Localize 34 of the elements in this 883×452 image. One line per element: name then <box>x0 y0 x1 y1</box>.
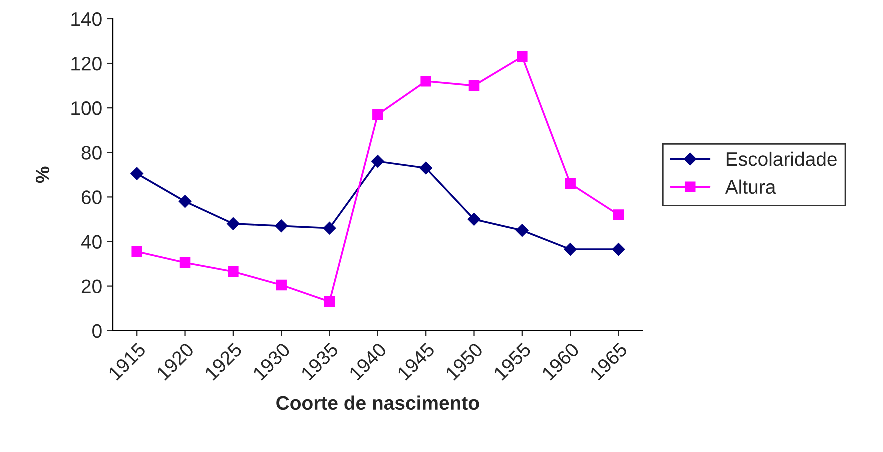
point <box>468 80 480 92</box>
point <box>517 51 528 62</box>
y-tick-label: 80 <box>82 146 102 160</box>
point <box>323 222 336 235</box>
point <box>130 167 144 180</box>
point <box>178 195 192 208</box>
point <box>324 296 336 308</box>
point <box>612 243 626 256</box>
point <box>613 210 624 220</box>
y-tick-label: 60 <box>82 190 102 204</box>
point <box>275 220 288 233</box>
y-axis-title: % <box>36 166 50 184</box>
point <box>228 266 239 278</box>
point <box>372 155 384 168</box>
point <box>276 280 287 291</box>
point <box>420 76 432 87</box>
point <box>227 218 240 230</box>
point <box>565 178 576 190</box>
y-tick-label: 120 <box>72 57 102 71</box>
legend-label: Altura <box>725 180 776 194</box>
point <box>372 109 384 120</box>
y-tick-label: 100 <box>72 102 102 116</box>
legend-label: Escolaridade <box>726 152 837 166</box>
y-tick-label: 20 <box>82 280 102 294</box>
point <box>468 213 481 226</box>
point <box>516 224 529 238</box>
y-tick-label: 140 <box>72 12 102 26</box>
point <box>564 243 577 256</box>
y-tick-label: 0 <box>92 324 102 338</box>
point <box>180 258 191 268</box>
point <box>132 246 142 258</box>
y-tick-label: 40 <box>81 235 102 249</box>
x-axis-title: Coorte de nascimento <box>276 396 480 410</box>
point <box>420 162 432 175</box>
